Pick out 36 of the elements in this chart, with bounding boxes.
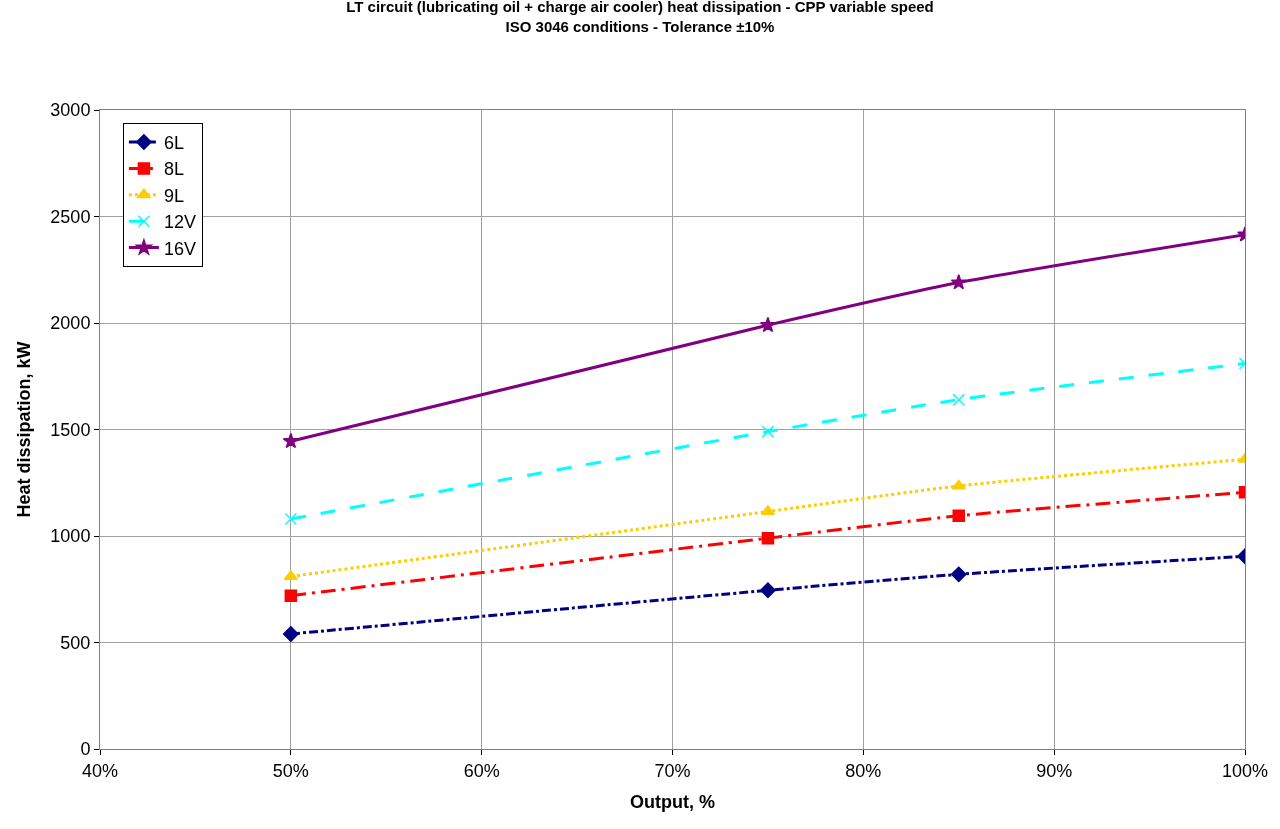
point — [761, 425, 775, 438]
point — [759, 316, 776, 333]
y-axis-title: Heat dissipation, kW — [13, 341, 34, 518]
x-tick-label: 70% — [654, 760, 691, 781]
legend-label: 8L — [163, 159, 184, 180]
y-tick-label: 1000 — [50, 526, 91, 547]
point — [950, 566, 967, 583]
x-tick-label: 100% — [1221, 760, 1269, 781]
y-tick-label: 500 — [60, 632, 91, 653]
legend-label: 6L — [163, 133, 184, 153]
point — [284, 589, 298, 602]
x-axis-title: Output, % — [630, 791, 715, 812]
y-tick-label: 1500 — [50, 419, 91, 440]
y-tick-label: 0 — [80, 739, 91, 760]
point — [282, 432, 299, 449]
legend-label: 16V — [163, 238, 196, 259]
legend-label: 9L — [163, 185, 184, 206]
point — [951, 479, 966, 490]
y-tick-label: 3000 — [50, 100, 91, 121]
x-tick-label: 90% — [1036, 760, 1073, 781]
x-tick-label: 40% — [81, 760, 119, 781]
y-tick-label: 2000 — [50, 313, 91, 334]
point — [952, 393, 965, 406]
point — [284, 512, 298, 526]
x-tick-label: 80% — [845, 760, 882, 781]
y-tick-label: 2500 — [50, 206, 91, 227]
x-tick-label: 60% — [463, 760, 500, 781]
x-tick-label: 50% — [272, 760, 309, 781]
point — [761, 531, 775, 545]
point — [950, 274, 967, 290]
point — [282, 626, 299, 642]
chart-title: LT circuit (lubricating oil + charge air cooler) heat dissipation - CPP variable speed — [346, 0, 934, 16]
chart-subtitle: ISO 3046 conditions - Tolerance ±10% — [505, 17, 775, 35]
legend-label: 12V — [163, 212, 196, 233]
point — [952, 509, 965, 523]
point — [760, 582, 776, 599]
